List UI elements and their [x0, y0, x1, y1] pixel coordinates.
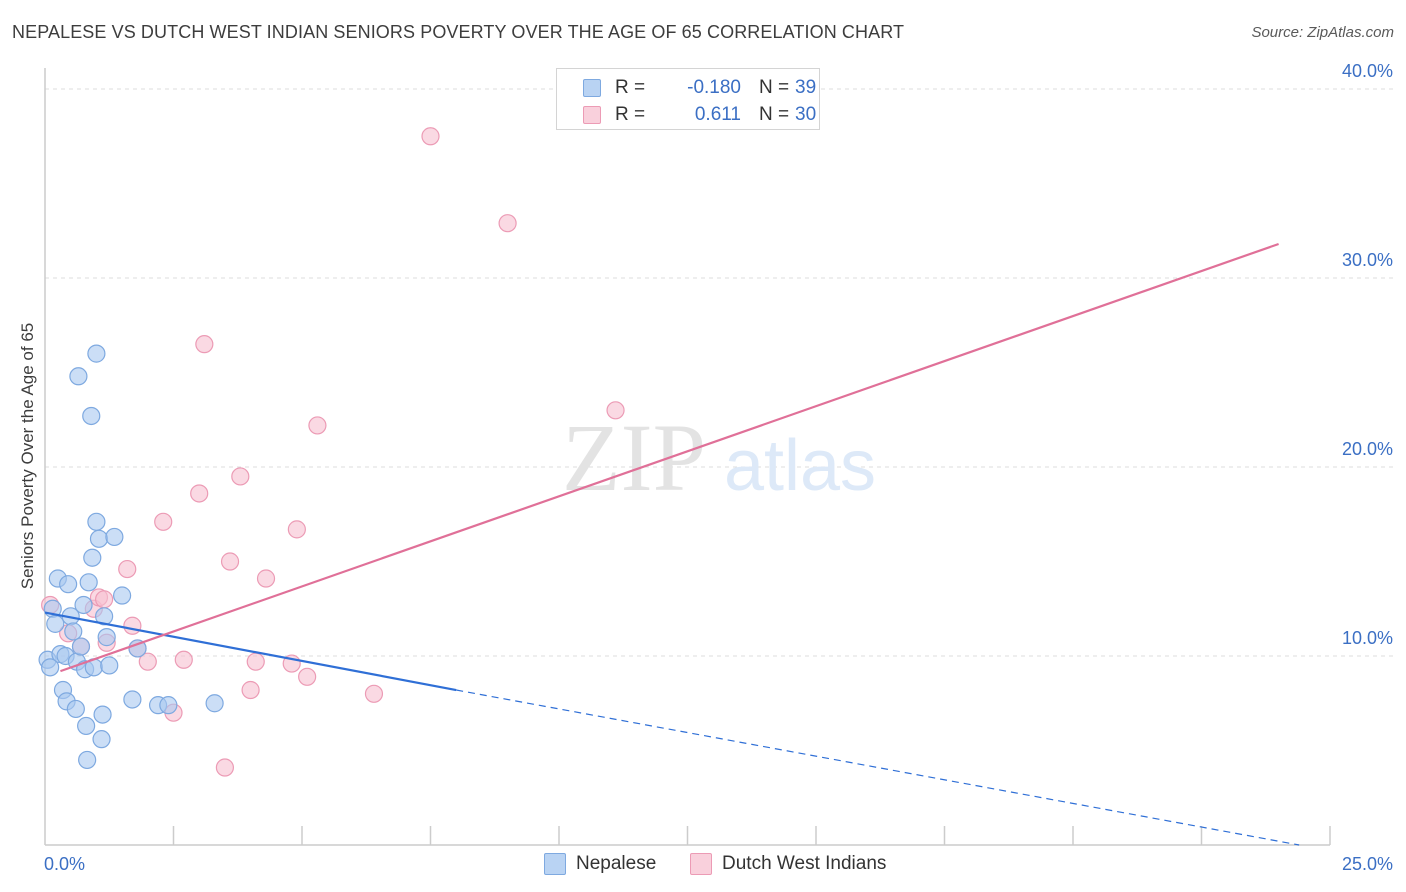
y-tick-label: 30.0%	[1342, 250, 1393, 270]
r-value: -0.180	[687, 77, 741, 98]
r-value: 0.611	[694, 104, 741, 125]
dutch-west-indians-point	[118, 559, 137, 579]
nepalese-point	[77, 716, 96, 736]
nepalese-point	[92, 730, 111, 749]
dutch-swatch	[583, 106, 601, 124]
dutch-west-indians-point	[138, 652, 157, 671]
nepalese-swatch	[583, 79, 601, 97]
dutch-west-indians-point	[95, 590, 114, 609]
nepalese-point	[78, 750, 97, 770]
dutch-west-indians-point	[246, 652, 265, 671]
nepalese-trend-extension	[456, 689, 1300, 846]
nepalese-point	[82, 406, 101, 426]
n-value: 30	[795, 104, 817, 125]
nepalese-point	[71, 637, 91, 656]
dutch-west-indians-point	[195, 335, 214, 354]
nepalese-point	[105, 527, 124, 547]
dutch-west-indians-point	[174, 650, 193, 669]
legend-label: Dutch West Indians	[722, 853, 887, 874]
n-value: 39	[795, 77, 817, 98]
r-label: R =	[615, 104, 646, 125]
dutch-west-indians-point	[215, 758, 234, 777]
source-credit: Source: ZipAtlas.com	[1251, 24, 1394, 41]
dutch-west-indians-point	[606, 401, 625, 420]
nepalese-point	[112, 586, 132, 605]
dutch-west-indians-point	[308, 416, 327, 435]
nepalese-point	[74, 595, 93, 615]
axis-layer	[44, 68, 1331, 846]
chart-title: NEPALESE VS DUTCH WEST INDIAN SENIORS PO…	[12, 22, 905, 42]
stats-box: R = -0.180 N = 39 R = 0.611 N = 30	[556, 68, 820, 130]
dutch-west-indians-point	[287, 520, 306, 539]
dutch-legend-swatch	[690, 853, 712, 875]
dutch-west-indians-point	[364, 684, 384, 703]
nepalese-point	[46, 614, 65, 633]
dutch-west-indians-trend-line	[60, 242, 1279, 673]
x-tick-label: 25.0%	[1342, 854, 1393, 874]
watermark-zip: ZIP	[562, 404, 706, 511]
dutch-west-indians-point	[123, 616, 142, 635]
y-tick-label: 40.0%	[1342, 61, 1393, 81]
dutch-west-indians-point	[498, 214, 517, 233]
dutch-west-indians-point	[190, 484, 209, 503]
n-label: N =	[759, 77, 790, 98]
x-tick-label: 0.0%	[44, 854, 85, 874]
dutch-west-indians-point	[298, 667, 317, 686]
n-label: N =	[759, 104, 790, 125]
points-layer	[38, 127, 625, 777]
nepalese-point	[87, 344, 106, 363]
dutch-west-indians-point	[256, 569, 276, 588]
nepalese-point	[66, 699, 85, 719]
nepalese-point	[83, 548, 102, 567]
nepalese-point	[128, 639, 147, 658]
nepalese-point	[79, 573, 98, 592]
dutch-west-indians-point	[154, 512, 173, 531]
trend-layer	[44, 242, 1300, 846]
watermark-atlas: atlas	[724, 426, 876, 506]
y-tick-label: 10.0%	[1342, 628, 1393, 648]
nepalese-point	[89, 529, 109, 548]
r-label: R =	[615, 77, 646, 98]
nepalese-point	[159, 696, 178, 715]
nepalese-point	[87, 512, 106, 531]
watermark: ZIP atlas	[562, 404, 876, 511]
dutch-west-indians-point	[231, 467, 250, 486]
nepalese-point	[97, 628, 116, 647]
nepalese-point	[69, 367, 88, 386]
nepalese-point	[95, 607, 114, 626]
label-layer: 10.0% 20.0% 30.0% 40.0% 0.0% 25.0%	[44, 61, 1393, 874]
nepalese-point	[59, 575, 78, 594]
dutch-west-indians-point	[241, 680, 260, 700]
dutch-west-indians-point	[421, 127, 440, 146]
nepalese-point	[123, 690, 142, 709]
nepalese-legend-swatch	[544, 853, 566, 875]
nepalese-point	[100, 656, 119, 675]
legend-label: Nepalese	[576, 853, 657, 874]
y-tick-label: 20.0%	[1342, 439, 1393, 459]
nepalese-trend-line	[44, 611, 457, 692]
nepalese-point	[64, 622, 83, 641]
nepalese-point	[41, 658, 60, 677]
nepalese-point	[93, 705, 112, 724]
nepalese-point	[205, 694, 224, 713]
grid-layer	[45, 88, 1395, 657]
dutch-west-indians-point	[220, 552, 240, 571]
